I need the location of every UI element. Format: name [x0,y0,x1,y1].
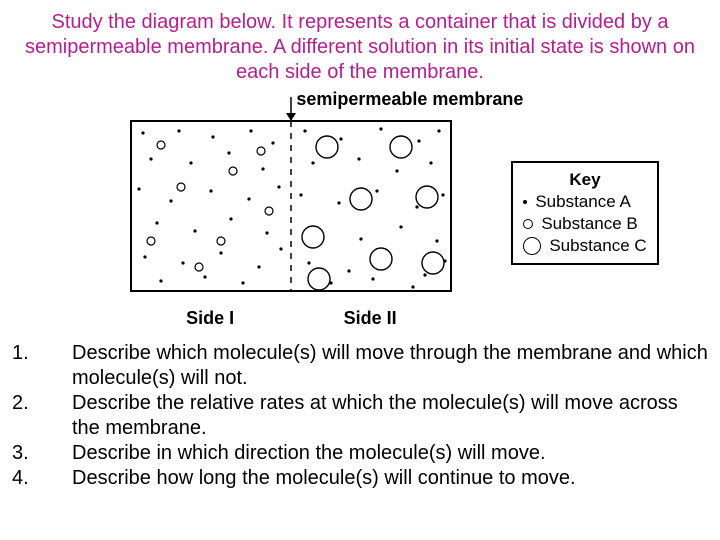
key-title: Key [523,169,646,191]
question-number: 4. [12,466,72,491]
question-number: 2. [12,391,72,416]
intro-text: Study the diagram below. It represents a… [12,10,708,85]
question-number: 3. [12,441,72,466]
key-box: Key Substance A Substance B Substance C [511,161,658,265]
side1-label: Side I [186,308,234,329]
key-label-c: Substance C [549,235,646,257]
question-text: Describe how long the molecule(s) will c… [72,466,708,491]
question-text: Describe in which direction the molecule… [72,441,708,466]
questions: 1. 2. 3.4. Describe which molecule(s) wi… [12,341,708,516]
key-label-b: Substance B [541,213,637,235]
large-circle-icon [523,237,541,255]
key-row-a: Substance A [523,191,646,213]
question-number: 1. [12,341,72,366]
key-row-c: Substance C [523,235,646,257]
question-text: Describe which molecule(s) will move thr… [72,341,708,391]
container-diagram [61,91,481,301]
question-text: Describe the relative rates at which the… [72,391,708,441]
diagram-area: semipermeable membrane Side I Side II Ke… [12,91,708,329]
figure-wrap: semipermeable membrane Side I Side II [61,91,481,329]
key-label-a: Substance A [535,191,630,213]
small-circle-icon [523,219,533,229]
key-row-b: Substance B [523,213,646,235]
membrane-label: semipermeable membrane [296,89,523,110]
side2-label: Side II [344,308,397,329]
dot-icon [523,200,527,204]
